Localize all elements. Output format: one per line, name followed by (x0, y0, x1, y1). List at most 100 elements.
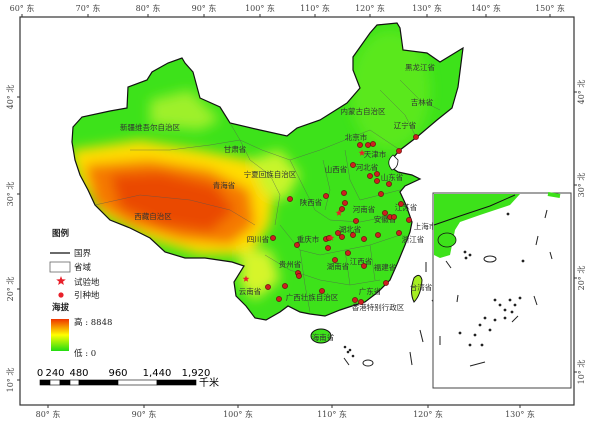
legend-national-border: 国界 (74, 249, 92, 259)
top-tick-label: 150° 东 (535, 3, 565, 13)
province-label: 云南省 (239, 286, 262, 296)
introduction-site-marker (353, 218, 359, 224)
top-tick-label: 110° 东 (300, 3, 330, 13)
legend-introduction-site: 引种地 (74, 290, 100, 301)
left-tick-label: 40° 北 (6, 85, 15, 110)
trial-site-marker (242, 275, 250, 282)
legend-elevation-title: 海拔 (52, 302, 70, 313)
introduction-site-marker (342, 200, 348, 206)
introduction-site-marker (365, 142, 371, 148)
province-label: 上海市 (414, 221, 437, 231)
province-label: 海南省 (312, 332, 335, 342)
top-tick-label: 60° 东 (10, 3, 35, 13)
introduction-site-marker (396, 230, 402, 236)
province-label: 四川省 (247, 234, 270, 244)
bottom-tick-label: 120° 东 (413, 409, 443, 419)
introduction-site-marker (352, 297, 358, 303)
introduction-site-marker (406, 217, 412, 223)
bottom-tick-label: 100° 东 (223, 409, 253, 419)
introduction-site-marker (339, 234, 345, 240)
province-label: 台湾省 (410, 282, 433, 292)
province-label: 福建省 (374, 262, 397, 272)
map-frame (19, 16, 575, 406)
province-label: 浙江省 (402, 234, 425, 244)
province-label: 安徽省 (374, 214, 397, 224)
scale-label: 1,440 (143, 368, 172, 379)
trial-site-marker (358, 149, 366, 156)
introduction-site-marker (296, 273, 302, 279)
nine-dash-line (343, 262, 438, 367)
legend-province: 省域 (74, 262, 92, 273)
province-label: 贵州省 (279, 259, 302, 269)
introduction-site-marker (325, 245, 331, 251)
scale-segment (69, 379, 80, 386)
province-label: 吉林省 (411, 97, 434, 107)
scale-label: 0 (37, 368, 43, 379)
right-tick-label: 30° 北 (577, 173, 586, 198)
elevation-color-ramp (51, 319, 69, 351)
introduction-site-marker (282, 283, 288, 289)
province-label: 甘肃省 (224, 144, 247, 154)
introduction-site-marker (345, 250, 351, 256)
province-label: 黑龙江省 (405, 62, 435, 72)
top-tick-label: 100° 东 (245, 3, 275, 13)
introduction-site-marker (386, 181, 392, 187)
trial-site-marker (335, 209, 343, 216)
right-tick-label: 20° 北 (577, 266, 586, 291)
introduction-site-marker (374, 171, 380, 177)
province-label: 内蒙古自治区 (341, 106, 386, 116)
top-tick-label: 140° 东 (471, 3, 501, 13)
introduction-site-marker (391, 214, 397, 220)
introduction-site-marker (319, 288, 325, 294)
top-tick-label: 120° 东 (355, 3, 385, 13)
province-label: 江苏省 (395, 202, 418, 212)
introduction-site-marker (335, 230, 341, 236)
taiwan-island (411, 274, 423, 303)
province-label: 陕西省 (300, 197, 323, 207)
top-tick-label: 90° 东 (192, 3, 217, 13)
province-label: 北京市 (345, 132, 368, 142)
province-label: 西藏自治区 (134, 211, 172, 221)
province-symbol (49, 261, 71, 273)
introduction-site-marker (350, 162, 356, 168)
province-label: 河南省 (353, 204, 376, 214)
scale-segment (39, 379, 51, 386)
scale-label: 1,920 (182, 368, 211, 379)
left-tick-label: 10° 北 (6, 368, 15, 393)
province-label: 江西省 (350, 256, 373, 266)
introduction-site-marker (323, 193, 329, 199)
legend: 图例 国界 省域 试验地 引种地 海拔 高 : 8848 低 : 0 (49, 228, 112, 359)
introduction-site-marker (357, 142, 363, 148)
introduction-site-marker (287, 196, 293, 202)
province-label: 河北省 (356, 162, 379, 172)
province-label: 湖南省 (327, 261, 350, 271)
province-label: 宁夏回族自治区 (244, 169, 297, 179)
introduction-site-marker (378, 191, 384, 197)
scale-bar: 0 240 480 960 1,440 1,920 千米 (37, 368, 219, 389)
province-label: 新疆维吾尔自治区 (120, 122, 180, 132)
province-label: 辽宁省 (394, 120, 417, 130)
introduction-site-marker (276, 296, 282, 302)
top-tick-label: 80° 东 (136, 3, 161, 13)
bohai-sea (388, 154, 399, 171)
bottom-tick-label: 80° 东 (36, 409, 61, 419)
bottom-tick-label: 130° 东 (505, 409, 535, 419)
scale-label: 960 (108, 368, 127, 379)
introduction-site-marker (358, 299, 364, 305)
introduction-site-marker (265, 284, 271, 290)
star-icon (56, 276, 66, 285)
introduction-site-marker (398, 201, 404, 207)
introduction-site-marker (294, 242, 300, 248)
introduction-site-marker (374, 178, 380, 184)
introduction-site-marker (382, 210, 388, 216)
hainan-island (310, 328, 332, 344)
right-tick-label: 40° 北 (577, 80, 586, 105)
province-label: 青海省 (213, 180, 236, 190)
introduction-site-marker (367, 173, 373, 179)
scale-segment (117, 379, 158, 386)
legend-trial-site: 试验地 (74, 277, 100, 288)
scale-label: 240 (45, 368, 64, 379)
bottom-tick-label: 110° 东 (317, 409, 347, 419)
province-label: 香港特别行政区 (352, 302, 405, 312)
